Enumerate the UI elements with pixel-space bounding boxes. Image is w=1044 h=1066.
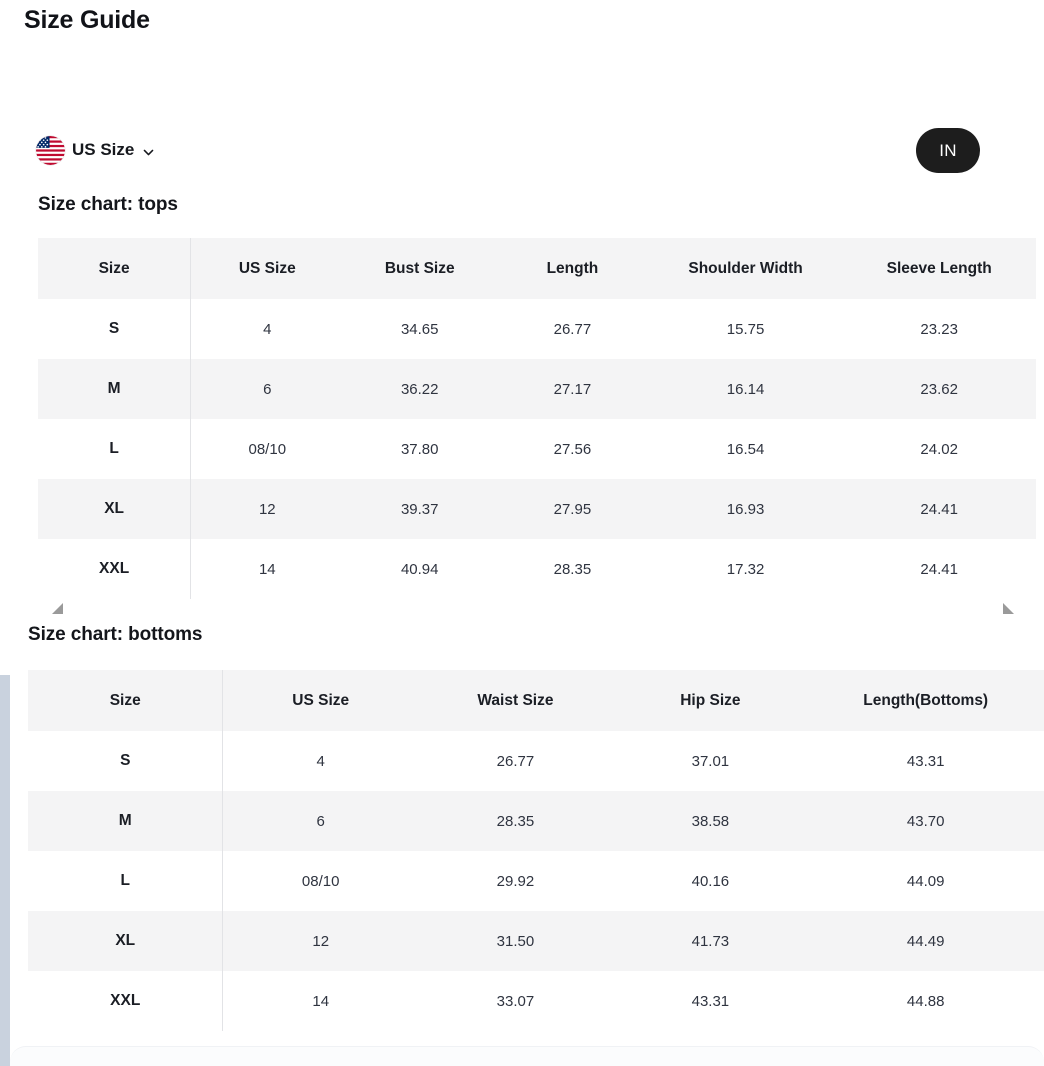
column-header-1: US Size [222, 670, 418, 731]
table-cell: 34.65 [343, 299, 497, 359]
row-size-label: L [28, 851, 224, 911]
table-cell: 08/10 [222, 851, 418, 911]
row-size-label: L [38, 419, 192, 479]
table-cell: 27.95 [496, 479, 649, 539]
table-cell: 38.58 [612, 791, 808, 851]
table-cell: 23.62 [842, 359, 1036, 419]
table-cell: 17.32 [648, 539, 843, 599]
table-row: S 4 26.77 37.01 43.31 [28, 731, 1044, 791]
table-cell: 44.09 [807, 851, 1044, 911]
table-cell: 26.77 [417, 731, 613, 791]
row-size-label: XXL [38, 539, 192, 599]
section-title-tops: Size chart: tops [38, 194, 178, 215]
table-cell: 40.16 [612, 851, 808, 911]
row-size-label: M [28, 791, 224, 851]
table-cell: 31.50 [417, 911, 613, 971]
table-row: XXL 14 40.94 28.35 17.32 24.41 [38, 539, 1036, 599]
table-cell: 37.80 [343, 419, 497, 479]
table-cell: 24.02 [842, 419, 1036, 479]
scroll-right-indicator-icon[interactable] [1003, 603, 1014, 614]
column-header-2: Waist Size [417, 670, 613, 731]
unit-toggle-button[interactable]: IN [916, 128, 980, 173]
table-cell: 12 [222, 911, 418, 971]
table-cell: 28.35 [496, 539, 649, 599]
size-chart-bottoms-wrapper[interactable]: Size US Size Waist Size Hip Size Length(Bott… [28, 670, 1044, 1031]
column-header-5: Sleeve Length [842, 238, 1036, 299]
table-cell: 15.75 [648, 299, 843, 359]
row-size-label: S [38, 299, 192, 359]
section-title-bottoms: Size chart: bottoms [28, 624, 203, 645]
table-cell: 16.54 [648, 419, 843, 479]
table-cell: 26.77 [496, 299, 649, 359]
column-header-0: Size [28, 670, 224, 731]
table-cell: 39.37 [343, 479, 497, 539]
table-cell: 37.01 [612, 731, 808, 791]
table-cell: 43.70 [807, 791, 1044, 851]
table-cell: 23.23 [842, 299, 1036, 359]
column-header-1: US Size [190, 238, 344, 299]
bottom-sheet-edge [10, 1046, 1044, 1066]
table-cell: 41.73 [612, 911, 808, 971]
table-cell: 40.94 [343, 539, 497, 599]
table-row: XL 12 39.37 27.95 16.93 24.41 [38, 479, 1036, 539]
table-row: L 08/10 29.92 40.16 44.09 [28, 851, 1044, 911]
table-cell: 6 [190, 359, 344, 419]
region-size-selector[interactable]: US Size [36, 128, 155, 172]
table-cell: 6 [222, 791, 418, 851]
table-cell: 27.56 [496, 419, 649, 479]
table-header-row: Size US Size Bust Size Length Shoulder Width… [38, 238, 1036, 299]
table-cell: 44.49 [807, 911, 1044, 971]
page-title: Size Guide [24, 6, 150, 34]
column-header-3: Length [496, 238, 649, 299]
table-cell: 4 [222, 731, 418, 791]
table-cell: 24.41 [842, 479, 1036, 539]
column-header-0: Size [38, 238, 192, 299]
size-chart-tops-wrapper[interactable]: Size US Size Bust Size Length Shoulder Width… [38, 238, 1036, 599]
table-row: S 4 34.65 26.77 15.75 23.23 [38, 299, 1036, 359]
row-size-label: XL [28, 911, 224, 971]
row-size-label: M [38, 359, 192, 419]
scroll-left-indicator-icon[interactable] [52, 603, 63, 614]
row-size-label: S [28, 731, 224, 791]
table-row: L 08/10 37.80 27.56 16.54 24.02 [38, 419, 1036, 479]
table-cell: 08/10 [190, 419, 344, 479]
table-cell: 36.22 [343, 359, 497, 419]
table-cell: 16.93 [648, 479, 843, 539]
table-cell: 4 [190, 299, 344, 359]
size-chart-tops-table: Size US Size Bust Size Length Shoulder Width… [38, 238, 1036, 599]
column-header-3: Hip Size [612, 670, 808, 731]
table-cell: 29.92 [417, 851, 613, 911]
table-cell: 14 [222, 971, 418, 1031]
chevron-down-icon [142, 146, 155, 159]
table-cell: 33.07 [417, 971, 613, 1031]
table-cell: 24.41 [842, 539, 1036, 599]
table-row: XL 12 31.50 41.73 44.49 [28, 911, 1044, 971]
table-cell: 28.35 [417, 791, 613, 851]
row-size-label: XXL [28, 971, 224, 1031]
table-cell: 12 [190, 479, 344, 539]
region-label: US Size [72, 140, 135, 159]
row-size-label: XL [38, 479, 192, 539]
size-chart-bottoms-table: Size US Size Waist Size Hip Size Length(Bott… [28, 670, 1044, 1031]
page-scrollbar[interactable] [0, 675, 10, 1066]
column-header-4: Length(Bottoms) [807, 670, 1044, 731]
table-cell: 43.31 [807, 731, 1044, 791]
column-header-2: Bust Size [343, 238, 497, 299]
table-row: M 6 28.35 38.58 43.70 [28, 791, 1044, 851]
table-header-row: Size US Size Waist Size Hip Size Length(Bott… [28, 670, 1044, 731]
table-cell: 44.88 [807, 971, 1044, 1031]
table-cell: 14 [190, 539, 344, 599]
us-flag-icon [36, 135, 65, 165]
table-row: M 6 36.22 27.17 16.14 23.62 [38, 359, 1036, 419]
column-header-4: Shoulder Width [648, 238, 843, 299]
table-cell: 43.31 [612, 971, 808, 1031]
table-cell: 16.14 [648, 359, 843, 419]
table-cell: 27.17 [496, 359, 649, 419]
region-unit-row: US Size IN [36, 128, 1008, 173]
table-row: XXL 14 33.07 43.31 44.88 [28, 971, 1044, 1031]
